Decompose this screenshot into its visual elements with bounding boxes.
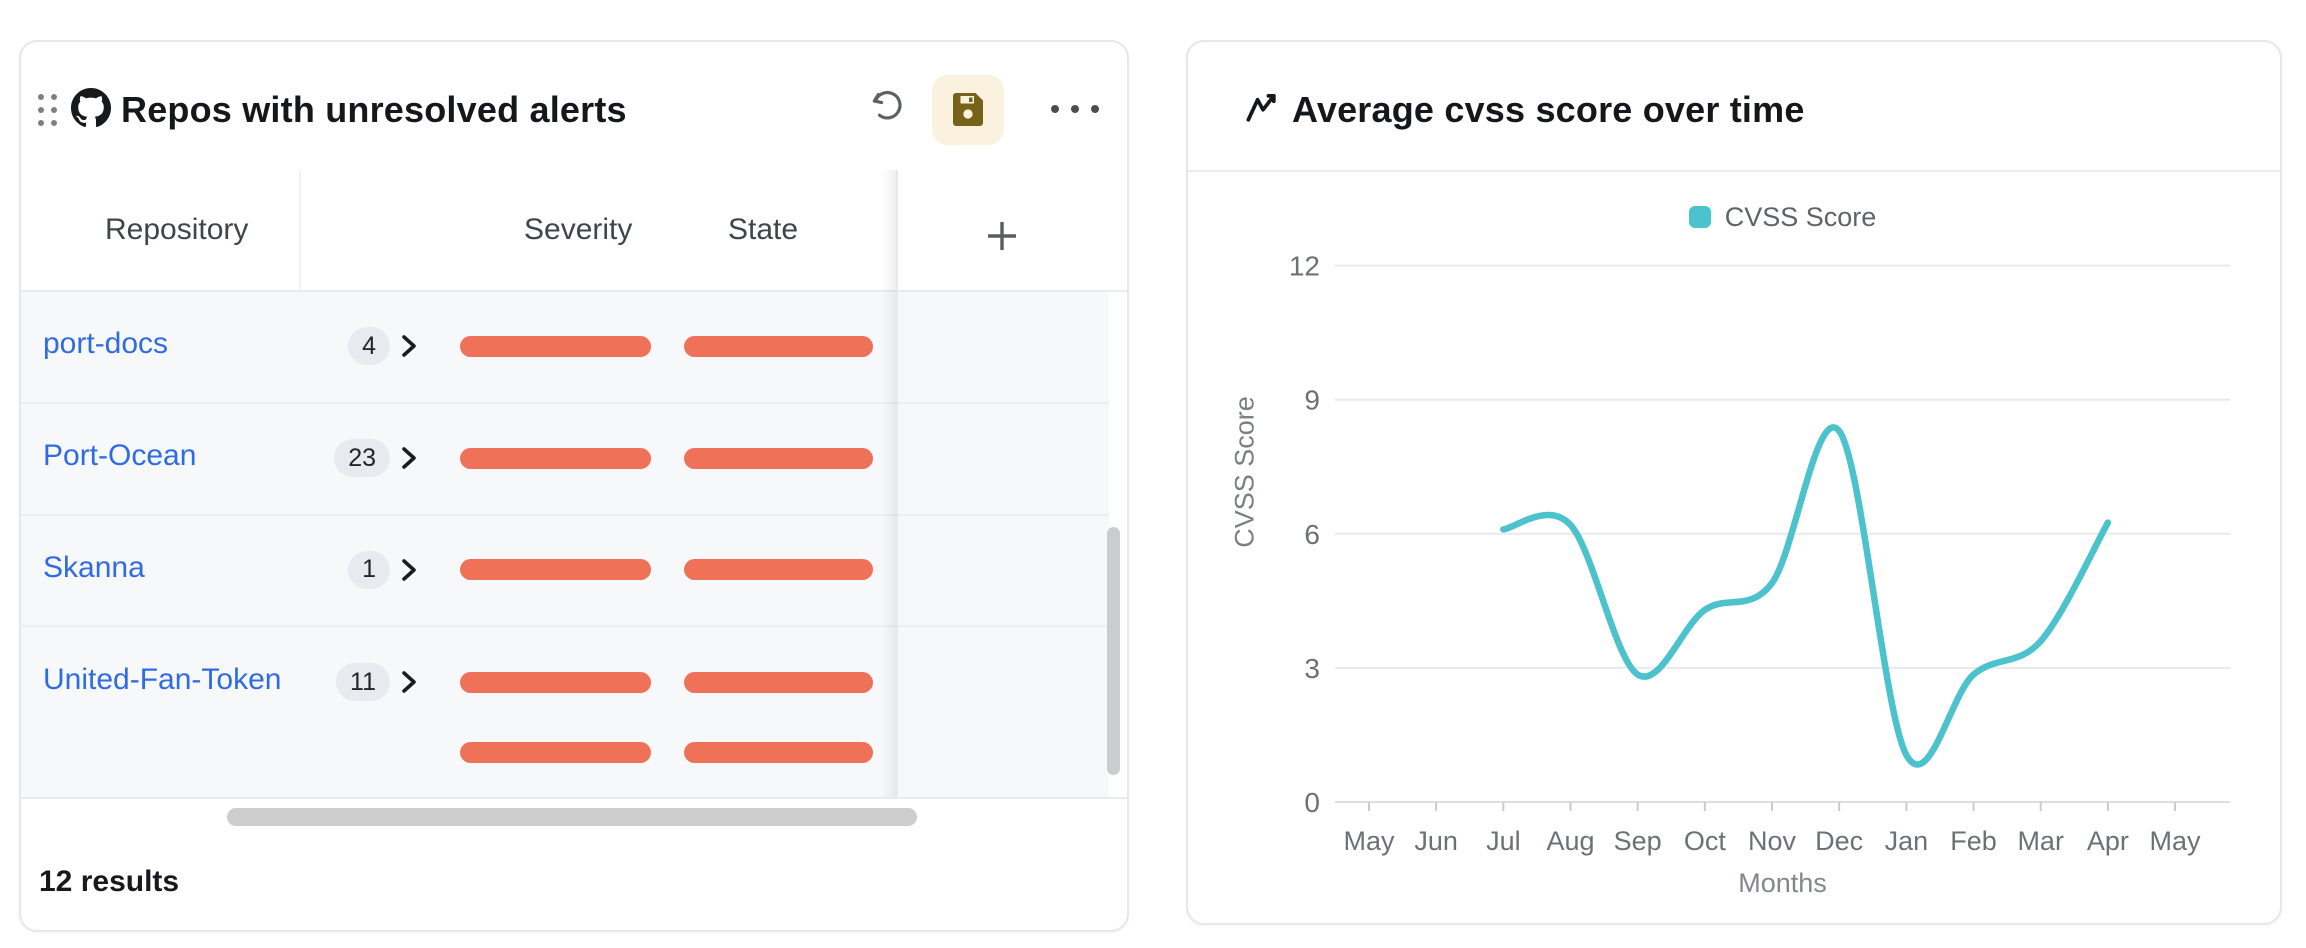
svg-text:Dec: Dec (1815, 826, 1863, 856)
trend-line-icon (1244, 92, 1282, 131)
ellipsis-icon (1051, 105, 1099, 113)
severity-bar (460, 335, 651, 357)
vertical-scrollbar[interactable] (1107, 527, 1120, 775)
y-axis-title: CVSS Score (1229, 396, 1260, 548)
state-bar (684, 335, 873, 357)
results-count: 12 results (39, 865, 180, 898)
repo-link[interactable]: United-Fan-Token (43, 663, 282, 696)
repo-link[interactable]: Port-Ocean (43, 439, 197, 472)
row-divider (21, 514, 1109, 516)
column-header-state[interactable]: State (728, 213, 799, 246)
table-row: Skanna 1 (21, 514, 1109, 625)
add-column-button[interactable] (977, 213, 1027, 263)
column-divider (299, 170, 301, 290)
horizontal-scrollbar[interactable] (227, 808, 917, 826)
more-options-button[interactable] (1043, 77, 1107, 141)
undo-icon (868, 88, 906, 131)
state-bar (684, 447, 873, 469)
svg-text:6: 6 (1304, 519, 1320, 550)
severity-bar (460, 671, 651, 693)
svg-text:May: May (2150, 826, 2202, 856)
svg-text:0: 0 (1304, 787, 1320, 818)
state-bar (684, 741, 873, 763)
table-bottom-border (21, 797, 1127, 799)
expand-chevron-icon[interactable] (400, 445, 418, 471)
github-icon (71, 88, 111, 133)
svg-text:Sep: Sep (1614, 826, 1662, 856)
table-header: Repository Severity State (21, 170, 1127, 376)
column-header-severity[interactable]: Severity (524, 213, 633, 246)
x-axis-title: Months (1738, 868, 1827, 898)
severity-bar (460, 447, 651, 469)
count-badge[interactable]: 11 (336, 663, 390, 701)
expand-chevron-icon[interactable] (400, 557, 418, 583)
plus-icon (984, 218, 1020, 259)
row-divider (21, 625, 1109, 627)
repo-link[interactable]: Skanna (43, 550, 145, 584)
repos-widget-header: Repos with unresolved alerts (21, 42, 1127, 170)
drag-handle-icon[interactable] (38, 94, 58, 130)
save-icon (950, 90, 986, 131)
rows-background (21, 292, 1109, 797)
count-badge[interactable]: 4 (348, 327, 390, 365)
repos-widget-card: Repos with unresolved alerts (19, 40, 1129, 932)
state-bar (684, 671, 873, 693)
undo-button[interactable] (855, 77, 919, 141)
svg-text:Aug: Aug (1546, 826, 1594, 856)
svg-text:12: 12 (1289, 251, 1320, 282)
column-header-repository[interactable]: Repository (105, 213, 249, 246)
pinned-column-shadow (882, 170, 896, 797)
svg-text:Apr: Apr (2087, 826, 2129, 856)
svg-text:Jul: Jul (1486, 826, 1521, 856)
row-divider (21, 402, 1109, 404)
expand-chevron-icon[interactable] (400, 669, 418, 695)
svg-text:Jun: Jun (1414, 826, 1458, 856)
table-row: port-docs 4 (21, 290, 1109, 402)
svg-text:Feb: Feb (1950, 826, 1997, 856)
severity-bar (460, 741, 651, 763)
legend-swatch-icon (1688, 206, 1711, 228)
svg-text:Mar: Mar (2017, 826, 2064, 856)
svg-text:Oct: Oct (1684, 826, 1727, 856)
chart-legend[interactable]: CVSS Score (1335, 202, 2230, 232)
svg-text:May: May (1343, 826, 1395, 856)
repo-link[interactable]: port-docs (43, 327, 169, 360)
severity-bar (460, 559, 651, 580)
table-row: United-Fan-Token 11 (21, 625, 1109, 797)
table-header-border (21, 290, 1127, 292)
chart-title: Average cvss score over time (1292, 89, 1805, 130)
legend-label: CVSS Score (1724, 201, 1877, 232)
widget-title: Repos with unresolved alerts (121, 89, 627, 130)
state-bar (684, 559, 873, 580)
svg-text:Jan: Jan (1885, 826, 1929, 856)
svg-text:Nov: Nov (1748, 826, 1797, 856)
expand-chevron-icon[interactable] (400, 333, 418, 359)
count-badge[interactable]: 1 (348, 550, 390, 589)
cvss-line-chart: 0 3 6 9 12 May Jun Jul Aug Sep Oct Nov Dec Jan Feb Mar A… (1289, 251, 2230, 856)
count-badge[interactable]: 23 (334, 439, 390, 477)
save-button[interactable] (932, 75, 1004, 145)
table-row: Port-Ocean 23 (21, 402, 1109, 514)
chart-widget-header: Average cvss score over time (1188, 42, 2280, 170)
cvss-widget-card: Average cvss score over time 0 3 6 9 12 May Ju… (1186, 40, 2282, 925)
svg-text:3: 3 (1304, 653, 1320, 684)
header-divider (1188, 170, 2280, 172)
svg-text:9: 9 (1304, 385, 1320, 416)
pinned-column-divider (896, 170, 898, 797)
